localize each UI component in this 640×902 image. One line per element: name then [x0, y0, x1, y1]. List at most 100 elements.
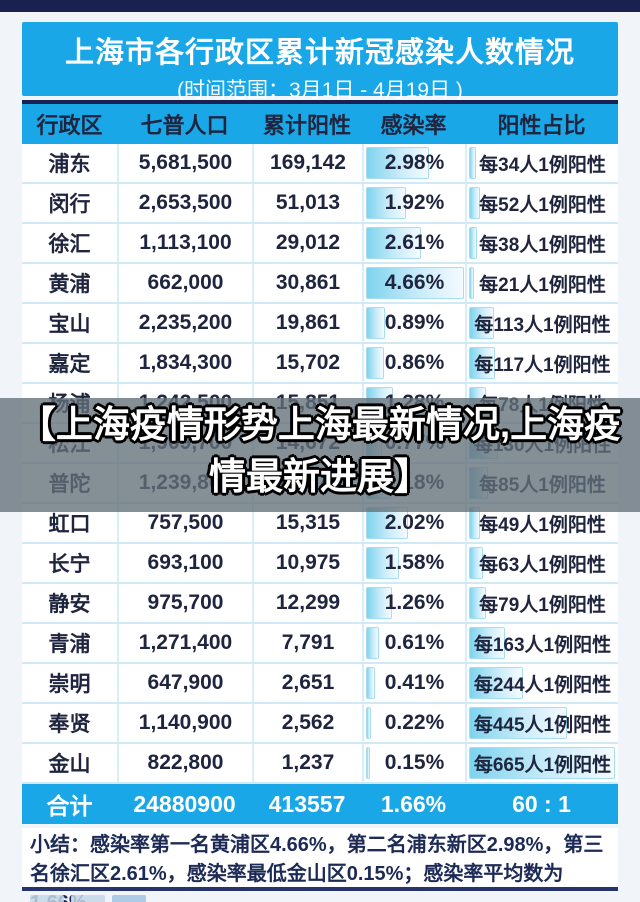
district-cell: 虹口: [22, 504, 117, 542]
ratio-value: 每665人1例阳性: [473, 754, 612, 776]
ratio-cell: 每163人1例阳性: [465, 624, 618, 662]
summary-note: 小结：感染率第一名黄浦区4.66%，第二名浦东新区2.98%，第三名徐汇区2.6…: [22, 828, 618, 902]
header-population: 七普人口: [140, 113, 229, 138]
header-rate: 感染率: [380, 113, 447, 138]
header-cases: 累计阳性: [262, 113, 351, 138]
cases-value: 2,562: [281, 711, 335, 734]
cases-value: 7,791: [281, 631, 335, 654]
district-cell: 嘉定: [22, 344, 117, 382]
district-cell: 闵行: [22, 184, 117, 222]
district-name: 徐汇: [48, 233, 91, 256]
ratio-cell: 每244人1例阳性: [465, 664, 618, 702]
population-value: 1,271,400: [138, 631, 233, 654]
population-value: 5,681,500: [138, 151, 233, 174]
rate-cell: 1.92%: [362, 184, 465, 222]
cases-value: 29,012: [275, 231, 341, 254]
cases-cell: 51,013: [252, 184, 362, 222]
ratio-value: 每63人1例阳性: [479, 554, 606, 576]
header-ratio: 阳性占比: [497, 113, 586, 138]
ratio-value: 每117人1例阳性: [474, 354, 611, 376]
population-cell: 2,653,500: [117, 184, 252, 222]
cases-value: 2,651: [281, 671, 335, 694]
total-cases: 413557: [268, 790, 346, 817]
top-border-strip: [0, 0, 640, 12]
table-row: 嘉定 1,834,300 15,702 0.86% 每117人1例阳性: [22, 344, 618, 384]
district-name: 宝山: [48, 313, 91, 336]
rate-bar: [366, 587, 393, 619]
table-row: 静安 975,700 12,299 1.26% 每79人1例阳性: [22, 584, 618, 624]
district-cell: 金山: [22, 744, 117, 782]
rate-value: 2.61%: [384, 231, 445, 254]
population-cell: 5,681,500: [117, 144, 252, 182]
rate-cell: 2.98%: [362, 144, 465, 182]
table-row: 闵行 2,653,500 51,013 1.92% 每52人1例阳性: [22, 184, 618, 224]
ratio-value: 每244人1例阳性: [473, 674, 612, 696]
table-row: 黄浦 662,000 30,861 4.66% 每21人1例阳性: [22, 264, 618, 304]
rate-bar: [366, 507, 409, 539]
district-cell: 崇明: [22, 664, 117, 702]
ratio-bar: [469, 227, 478, 259]
table-row: 长宁 693,100 10,975 1.58% 每63人1例阳性: [22, 544, 618, 584]
header-district: 行政区: [36, 113, 103, 138]
ratio-cell: 每21人1例阳性: [465, 264, 618, 302]
cases-value: 15,315: [275, 511, 341, 534]
district-name: 嘉定: [48, 353, 91, 376]
ratio-bar: [469, 547, 483, 579]
population-value: 1,834,300: [138, 351, 233, 374]
population-cell: 693,100: [117, 544, 252, 582]
population-cell: 975,700: [117, 584, 252, 622]
district-cell: 奉贤: [22, 704, 117, 742]
table-row: 崇明 647,900 2,651 0.41% 每244人1例阳性: [22, 664, 618, 704]
ratio-bar: [469, 747, 616, 779]
title-card: 上海市各行政区累计新冠感染人数情况 (时间范围：3月1日 - 4月19日 ): [22, 22, 618, 102]
population-cell: 647,900: [117, 664, 252, 702]
total-rate: 1.66%: [380, 790, 447, 817]
caption-line-1: 【上海疫情形势上海最新情况,上海疫: [18, 404, 622, 445]
ratio-cell: 每38人1例阳性: [465, 224, 618, 262]
district-name: 浦东: [48, 153, 91, 176]
ratio-cell: 每49人1例阳性: [465, 504, 618, 542]
cases-cell: 15,315: [252, 504, 362, 542]
rate-value: 0.89%: [384, 311, 445, 334]
district-name: 静安: [48, 593, 91, 616]
cases-cell: 15,702: [252, 344, 362, 382]
district-cell: 宝山: [22, 304, 117, 342]
district-name: 黄浦: [48, 273, 91, 296]
table-row: 徐汇 1,113,100 29,012 2.61% 每38人1例阳性: [22, 224, 618, 264]
population-cell: 662,000: [117, 264, 252, 302]
district-name: 长宁: [48, 553, 91, 576]
cases-value: 15,702: [275, 351, 341, 374]
cases-value: 169,142: [270, 151, 346, 174]
rate-value: 1.58%: [384, 551, 445, 574]
ratio-cell: 每445人1例阳性: [465, 704, 618, 742]
rate-bar: [366, 547, 400, 579]
rate-bar: [366, 667, 375, 699]
rate-cell: 0.41%: [362, 664, 465, 702]
rate-bar: [366, 747, 371, 779]
rate-value: 0.22%: [384, 711, 445, 734]
cases-value: 30,861: [275, 271, 341, 294]
ratio-bar: [469, 347, 495, 379]
ratio-cell: 每79人1例阳性: [465, 584, 618, 622]
table-row: 金山 822,800 1,237 0.15% 每665人1例阳性: [22, 744, 618, 784]
rate-bar: [366, 187, 407, 219]
caption-overlay: 【上海疫情形势上海最新情况,上海疫 情最新进展】: [0, 398, 640, 512]
rate-cell: 0.89%: [362, 304, 465, 342]
ratio-bar: [469, 187, 481, 219]
total-population: 24880900: [133, 790, 236, 817]
ratio-value: 每49人1例阳性: [479, 514, 606, 536]
total-label: 合计: [46, 793, 93, 819]
watermark-fragment: [30, 895, 146, 902]
district-cell: 浦东: [22, 144, 117, 182]
cases-value: 12,299: [275, 591, 341, 614]
district-cell: 青浦: [22, 624, 117, 662]
ratio-value: 每163人1例阳性: [473, 634, 612, 656]
rate-cell: 2.61%: [362, 224, 465, 262]
rate-bar: [366, 627, 379, 659]
ratio-cell: 每34人1例阳性: [465, 144, 618, 182]
ratio-value: 每34人1例阳性: [479, 154, 606, 176]
cases-cell: 2,562: [252, 704, 362, 742]
rate-bar: [366, 267, 464, 299]
rate-value: 0.41%: [384, 671, 445, 694]
